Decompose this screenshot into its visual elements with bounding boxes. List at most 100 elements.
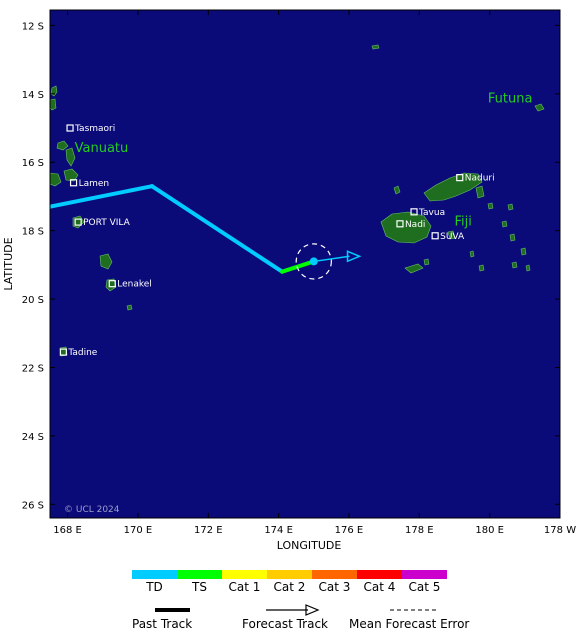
region-label: Futuna bbox=[488, 91, 533, 106]
island-malakula bbox=[56, 140, 69, 151]
legend-swatch bbox=[312, 570, 357, 579]
lon-tick-label: 178 W bbox=[544, 525, 576, 536]
x-axis-title: LONGITUDE bbox=[277, 539, 342, 552]
legend-swatch bbox=[357, 570, 402, 579]
island-lau-5 bbox=[423, 258, 430, 266]
plot-frame bbox=[49, 9, 561, 519]
legend-category-label: TS bbox=[191, 580, 207, 594]
island-lau-2 bbox=[501, 220, 508, 228]
island-lau-7 bbox=[487, 202, 494, 210]
place-label: Tavua bbox=[418, 208, 445, 218]
lon-tick-label: 180 E bbox=[475, 525, 504, 536]
legend-swatch bbox=[177, 570, 222, 579]
island-viti-levu bbox=[380, 211, 432, 244]
legend-swatch bbox=[222, 570, 267, 579]
legend-swatch bbox=[132, 570, 177, 579]
place-label: Lamen bbox=[79, 179, 110, 189]
lat-tick-label: 20 S bbox=[22, 295, 44, 306]
forecast-arrowhead-icon bbox=[346, 250, 362, 263]
lat-tick-label: 26 S bbox=[22, 500, 44, 511]
past-track-segment bbox=[150, 184, 285, 274]
lat-tick-label: 22 S bbox=[22, 363, 44, 374]
island-lau-6 bbox=[507, 203, 514, 211]
island-small-1 bbox=[126, 304, 133, 311]
mean-error-label: Mean Forecast Error bbox=[349, 617, 469, 631]
island-lau-4 bbox=[520, 247, 527, 256]
place-marker-icon bbox=[396, 220, 404, 228]
place-marker-icon bbox=[456, 174, 464, 182]
longitude-axis: 168 E 170 E 172 E 174 E 176 E 178 E 180 E 178 W bbox=[53, 10, 576, 536]
legend-swatch bbox=[402, 570, 447, 579]
forecast-track-line bbox=[313, 255, 350, 263]
place-marker-icon bbox=[66, 124, 74, 132]
island-lau-1 bbox=[447, 230, 456, 240]
place-label: Tasmaori bbox=[74, 124, 115, 134]
island-lau-8 bbox=[478, 264, 485, 272]
place-label: PORT VILA bbox=[83, 218, 131, 228]
current-position-marker bbox=[309, 257, 318, 266]
legend-category-label: Cat 3 bbox=[319, 580, 351, 594]
lat-tick-label: 16 S bbox=[22, 158, 44, 169]
island-kadavu bbox=[404, 263, 424, 274]
island-tanna bbox=[105, 278, 117, 292]
y-axis-title: LATITUDE bbox=[2, 237, 15, 290]
lon-tick-label: 170 E bbox=[124, 525, 153, 536]
legend-category-label: Cat 1 bbox=[229, 580, 261, 594]
past-track-segment bbox=[50, 184, 154, 209]
place-label: Nadi bbox=[405, 220, 425, 230]
forecast-error-circle bbox=[295, 243, 332, 280]
island-rotuma-area bbox=[371, 44, 380, 50]
place-label: Tadine bbox=[67, 348, 97, 358]
lat-tick-label: 12 S bbox=[22, 21, 44, 32]
island-futuna bbox=[534, 103, 545, 112]
land-layer bbox=[50, 44, 545, 357]
lon-tick-label: 172 E bbox=[194, 525, 223, 536]
place-marker-icon bbox=[410, 208, 418, 216]
track-type-legend: Past Track Forecast Track Mean Forecast … bbox=[132, 604, 469, 631]
island-vanuatu-north bbox=[50, 98, 57, 111]
legend-category-label: Cat 2 bbox=[274, 580, 306, 594]
storm-track bbox=[50, 184, 362, 280]
lon-tick-label: 174 E bbox=[264, 525, 293, 536]
forecast-track-label: Forecast Track bbox=[242, 617, 328, 631]
island-erromango bbox=[99, 253, 113, 270]
island-taveuni bbox=[475, 185, 485, 199]
lon-tick-label: 168 E bbox=[53, 525, 82, 536]
island-yasawa bbox=[393, 185, 401, 195]
place-marker-icon bbox=[69, 179, 78, 187]
place-label: Lenakel bbox=[117, 280, 152, 290]
place-label: SUVA bbox=[440, 232, 465, 242]
island-ambrym bbox=[65, 147, 76, 167]
lat-tick-label: 24 S bbox=[22, 432, 44, 443]
legend-category-label: Cat 5 bbox=[409, 580, 441, 594]
place-markers: Tasmaori Lamen PORT VILA Lenakel Tadine Nadur… bbox=[59, 124, 495, 358]
legend-category-label: TD bbox=[145, 580, 163, 594]
place-marker-icon bbox=[74, 218, 82, 226]
place-marker-icon bbox=[431, 232, 439, 240]
latitude-axis: 12 S 14 S 16 S 18 S 20 S 22 S 24 S 26 S bbox=[22, 21, 560, 511]
lon-tick-label: 178 E bbox=[405, 525, 434, 536]
island-lau-3 bbox=[509, 233, 516, 242]
past-track-label: Past Track bbox=[132, 617, 192, 631]
region-label: Vanuatu bbox=[75, 141, 129, 156]
island-vanua-levu bbox=[423, 172, 483, 202]
lon-tick-label: 176 E bbox=[335, 525, 364, 536]
place-marker-icon bbox=[59, 348, 67, 356]
region-labels: Vanuatu Fiji Futuna bbox=[75, 91, 533, 229]
category-legend: TD TS Cat 1 Cat 2 Cat 3 Cat 4 Cat 5 bbox=[132, 570, 447, 594]
legend-swatch bbox=[267, 570, 312, 579]
past-track-segment bbox=[280, 259, 316, 274]
island-lau-9 bbox=[469, 250, 475, 258]
place-label: Naduri bbox=[465, 174, 495, 184]
region-label: Fiji bbox=[454, 215, 471, 230]
place-marker-icon bbox=[108, 280, 116, 288]
lat-tick-label: 18 S bbox=[22, 227, 44, 238]
copyright-text: © UCL 2024 bbox=[64, 505, 120, 515]
island-lamen-area bbox=[63, 168, 79, 182]
legend-category-label: Cat 4 bbox=[364, 580, 396, 594]
island-lau-10 bbox=[511, 261, 518, 269]
lat-tick-label: 14 S bbox=[22, 90, 44, 101]
forecast-arrow-icon bbox=[305, 604, 320, 616]
island-epi bbox=[50, 172, 62, 187]
